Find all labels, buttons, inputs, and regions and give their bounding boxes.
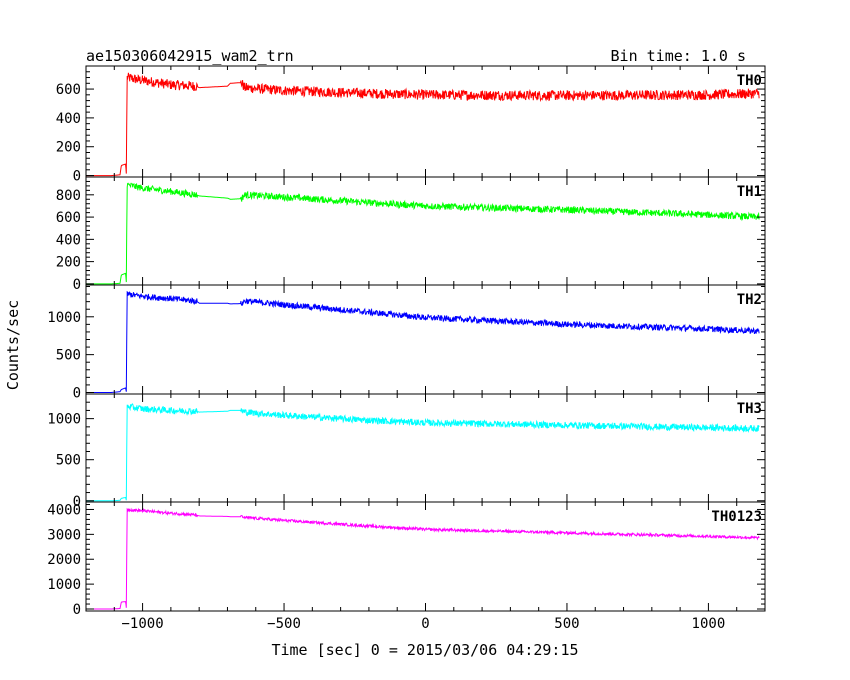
panel-label-th0: TH0 bbox=[737, 73, 762, 89]
series-th0-line bbox=[86, 72, 760, 177]
panel-th3: 0 500 1000 TH3 bbox=[47, 393, 766, 510]
y-tick-label: 0 bbox=[73, 385, 81, 401]
y-axis-label: Counts/sec bbox=[4, 300, 22, 390]
y-tick-label: 1000 bbox=[47, 577, 81, 593]
bin-time-label: Bin time: 1.0 s bbox=[611, 47, 746, 65]
x-tick-label: 0 bbox=[421, 616, 429, 632]
y-tick-label: 200 bbox=[56, 140, 81, 156]
panel-th2: 0 500 1000 TH2 bbox=[47, 284, 766, 401]
x-axis-label: Time [sec] 0 = 2015/03/06 04:29:15 bbox=[271, 641, 578, 659]
y-tick-label: 400 bbox=[56, 111, 81, 127]
panel-th0: 0 200 400 600 TH0 bbox=[56, 65, 766, 185]
panel-label-th0123: TH0123 bbox=[711, 509, 762, 525]
y-tick-label: 4000 bbox=[47, 502, 81, 518]
x-tick-label: −500 bbox=[267, 616, 301, 632]
x-tick-label: −1000 bbox=[122, 616, 164, 632]
panel-label-th3: TH3 bbox=[737, 401, 762, 417]
y-tick-label: 1000 bbox=[47, 412, 81, 428]
y-tick-label: 0 bbox=[73, 494, 81, 510]
panel-stack: 0 200 400 600 TH0 0 200 400 600 800 TH1 0 500 1000 TH2… bbox=[47, 65, 766, 632]
y-tick-label: 0 bbox=[73, 277, 81, 293]
chart-title: ae150306042915_wam2_trn bbox=[86, 47, 294, 65]
y-tick-label: 500 bbox=[56, 348, 81, 364]
panel-label-th2: TH2 bbox=[737, 292, 762, 308]
y-tick-label: 0 bbox=[73, 169, 81, 185]
y-tick-label: 800 bbox=[56, 188, 81, 204]
y-tick-label: 500 bbox=[56, 453, 81, 469]
y-tick-label: 3000 bbox=[47, 527, 81, 543]
y-tick-label: 200 bbox=[56, 255, 81, 271]
y-tick-label: 600 bbox=[56, 210, 81, 226]
series-th2-line bbox=[86, 290, 760, 393]
panel-frame bbox=[85, 501, 766, 612]
y-tick-label: 400 bbox=[56, 232, 81, 248]
y-tick-label: 600 bbox=[56, 82, 81, 98]
x-tick-label: 1000 bbox=[692, 616, 726, 632]
panel-frame bbox=[85, 393, 766, 503]
y-tick-label: 2000 bbox=[47, 552, 81, 568]
y-tick-label: 0 bbox=[73, 602, 81, 618]
series-th1-line bbox=[86, 182, 760, 285]
panel-th1: 0 200 400 600 800 TH1 bbox=[56, 176, 766, 293]
panel-label-th1: TH1 bbox=[737, 184, 762, 200]
panel-th0123: 0 1000 2000 3000 4000 TH0123 bbox=[47, 501, 766, 618]
y-tick-label: 1000 bbox=[47, 310, 81, 326]
series-th0123-line bbox=[86, 507, 760, 610]
series-th3-line bbox=[86, 403, 760, 502]
panel-frame bbox=[85, 65, 766, 178]
x-tick-label: 500 bbox=[554, 616, 579, 632]
